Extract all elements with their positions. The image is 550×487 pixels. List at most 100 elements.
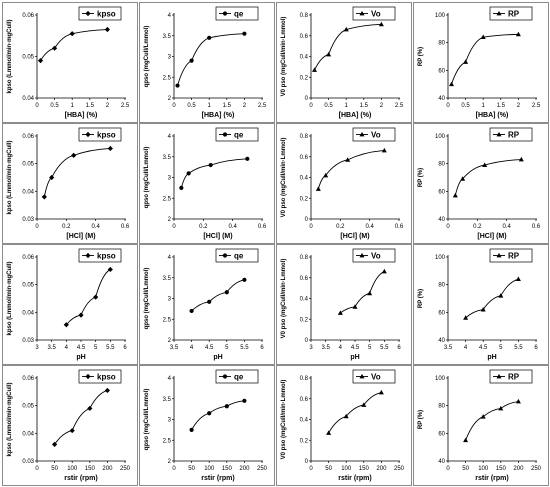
data-point xyxy=(482,162,488,167)
x-tick-label: 150 xyxy=(496,466,507,472)
data-point xyxy=(515,31,521,37)
y-tick-label: 80 xyxy=(438,404,445,410)
y-axis-label: qpso (mgCuII/Lmmol) xyxy=(144,268,150,330)
data-point xyxy=(242,277,247,282)
x-tick-label: 5.5 xyxy=(514,345,523,351)
y-tick-label: 0.2 xyxy=(300,317,309,323)
data-point xyxy=(312,67,318,72)
y-tick-label: 60 xyxy=(438,189,445,195)
x-tick-label: 0.5 xyxy=(187,103,196,109)
y-tick-label: 2.5 xyxy=(163,317,172,323)
data-point xyxy=(104,26,110,33)
y-axis-label: kpso (Lmmol/min·mgCuII) xyxy=(7,141,13,215)
series-line xyxy=(191,400,245,431)
y-tick-label: 0.8 xyxy=(300,134,309,140)
y-tick-label: 4 xyxy=(168,134,172,140)
data-point xyxy=(107,145,113,152)
legend-label: Vo xyxy=(371,10,381,19)
x-tick-label: 5 xyxy=(368,345,372,351)
data-point xyxy=(515,398,521,404)
chart-panel-qe-3: 2 2.5 3 3.5 4 3.5 4 4.5 5 5.5 6 pH qpso (mgCuII/Lmmo… xyxy=(139,244,275,365)
x-tick-label: 100 xyxy=(204,466,215,472)
x-tick-label: 5 xyxy=(94,345,98,351)
legend-label: qe xyxy=(234,10,244,19)
x-tick-label: 50 xyxy=(325,466,332,472)
data-point xyxy=(52,45,58,51)
y-tick-label: 0.6 xyxy=(300,276,309,282)
y-tick-label: 40 xyxy=(438,217,445,223)
data-point xyxy=(480,306,486,312)
x-tick-label: 3 xyxy=(309,345,313,351)
chart-svg: 0.03 0.04 0.05 0.06 0 50 100 150 200 250 rstir (rp… xyxy=(7,369,131,482)
y-axis-label: RP (%) xyxy=(418,410,424,429)
legend: kpso xyxy=(78,248,122,263)
legend-label: kpso xyxy=(97,373,116,382)
legend-swatch-marker xyxy=(85,10,91,17)
chart-svg: 0 0.2 0.4 0.6 0.8 0 50 100 150 200 250 rstir (rpm) V… xyxy=(281,369,405,482)
legend-box xyxy=(489,6,533,21)
y-tick-label: 4 xyxy=(168,13,172,19)
chart-svg: 0.04 0.05 0.06 0 0.5 1 1.5 2 2.5 [HBA] (%) kpso (L… xyxy=(7,6,130,119)
chart-svg: 2 2.5 3 3.5 4 0 0.5 1 1.5 2 2.5 [HBA] (%) qpso (mgCu… xyxy=(144,6,267,119)
x-tick-label: 2.5 xyxy=(258,103,267,109)
legend-label: Vo xyxy=(371,373,381,382)
x-tick-label: 0.6 xyxy=(395,224,404,230)
x-tick-label: 50 xyxy=(51,466,58,472)
y-tick-label: 0.03 xyxy=(22,459,34,465)
legend: qe xyxy=(215,248,259,263)
data-point xyxy=(69,31,75,37)
x-tick-label: 0.6 xyxy=(532,224,541,230)
data-point xyxy=(361,402,367,407)
chart-svg: 0.03 0.04 0.05 0.06 0 0.2 0.4 0.6 [HCl] (M) kpso … xyxy=(7,127,130,240)
x-tick-label: 4.5 xyxy=(205,345,214,351)
x-tick-label: 2.5 xyxy=(395,103,404,109)
chart-panel-rp-4: 40 60 80 100 0 50 100 150 200 250 rstir (rpm) RP (%… xyxy=(413,365,549,486)
x-tick-label: 0 xyxy=(446,466,450,472)
x-tick-label: 0 xyxy=(172,466,176,472)
series-line xyxy=(340,271,385,314)
legend-label: RP xyxy=(508,373,520,382)
legend-label: RP xyxy=(508,10,520,19)
legend-label: kpso xyxy=(97,252,116,261)
x-tick-label: 200 xyxy=(102,466,113,472)
chart-panel-qe-2: 2 2.5 3 3.5 4 0 0.2 0.4 0.6 [HCl] (M) qpso (mgCuII… xyxy=(139,123,275,244)
x-axis-label: [HCl] (M) xyxy=(477,233,506,240)
data-point xyxy=(343,413,349,419)
y-tick-label: 0.6 xyxy=(300,155,309,161)
y-tick-label: 4 xyxy=(168,376,172,382)
chart-panel-kpso-3: 0.03 0.04 0.05 0.06 3 3.5 4 4.5 5 5.5 6 pH kpso (Lmm… xyxy=(2,244,138,365)
data-point xyxy=(41,194,47,200)
y-tick-label: 80 xyxy=(438,283,445,289)
data-point xyxy=(463,315,469,320)
x-tick-label: 1 xyxy=(482,103,486,109)
y-tick-label: 100 xyxy=(435,255,446,261)
series-line xyxy=(328,392,382,434)
x-axis-label: rstir (rpm) xyxy=(64,475,97,482)
x-tick-label: 100 xyxy=(341,466,352,472)
y-axis-label: V0 pso (mgCuII/min·Lmmol) xyxy=(281,380,287,460)
data-point xyxy=(208,162,213,168)
legend: qe xyxy=(215,6,259,21)
data-point xyxy=(37,58,44,64)
x-tick-label: 0.6 xyxy=(258,224,267,230)
data-point xyxy=(49,174,55,181)
data-point xyxy=(189,58,194,63)
data-point xyxy=(498,405,504,411)
data-point xyxy=(367,290,373,296)
y-tick-label: 60 xyxy=(438,68,445,74)
y-axis-label: qpso (mgCuII/Lmmol) xyxy=(144,26,150,88)
data-point xyxy=(71,152,77,158)
x-tick-label: 0.2 xyxy=(62,224,71,230)
legend: qe xyxy=(215,127,259,142)
legend-label: qe xyxy=(234,131,244,140)
data-point xyxy=(480,34,486,40)
x-tick-label: 2.5 xyxy=(532,103,541,109)
x-tick-label: 0 xyxy=(35,224,39,230)
series-line xyxy=(65,269,111,326)
x-tick-label: 3.5 xyxy=(444,345,453,351)
y-tick-label: 0.04 xyxy=(22,310,34,316)
x-tick-label: 5 xyxy=(499,345,503,351)
y-tick-label: 80 xyxy=(438,162,445,168)
x-tick-label: 200 xyxy=(513,466,524,472)
legend: Vo xyxy=(352,248,396,263)
